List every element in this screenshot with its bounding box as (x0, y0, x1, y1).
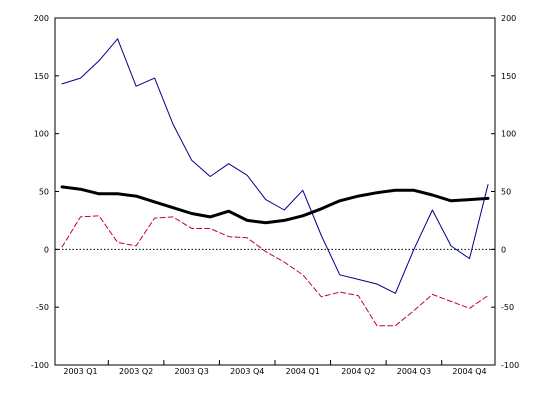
y-tick-label-right: 100 (501, 130, 516, 139)
series-line-3 (61, 215, 489, 327)
y-tick-label-right: 50 (501, 188, 511, 197)
x-tick-label: 2003 Q3 (175, 367, 209, 376)
y-tick-label-right: 0 (501, 245, 506, 254)
x-tick-label: 2003 Q4 (230, 367, 264, 376)
x-tick-label: 2004 Q2 (341, 367, 375, 376)
series-line-2 (60, 185, 490, 225)
y-tick-label-left: -100 (31, 361, 49, 370)
x-tick-label: 2004 Q1 (286, 367, 320, 376)
y-tick-label-left: 50 (39, 188, 49, 197)
left-axis: -100 -50 0 50 100 150 200 (31, 14, 59, 370)
y-tick-label-left: 0 (44, 245, 49, 254)
y-tick-label-right: -100 (501, 361, 519, 370)
x-tick-label: 2003 Q2 (119, 367, 153, 376)
y-tick-label-left: 100 (34, 130, 49, 139)
y-tick-label-right: 200 (501, 14, 516, 23)
y-tick-label-left: 150 (34, 72, 49, 81)
x-tick-label: 2003 Q1 (63, 367, 97, 376)
series-line-1 (61, 38, 489, 294)
y-tick-label-left: -50 (36, 303, 49, 312)
x-tick-label: 2004 Q4 (452, 367, 486, 376)
y-tick-label-right: 150 (501, 72, 516, 81)
y-tick-label-left: 200 (34, 14, 49, 23)
x-tick-label: 2004 Q3 (397, 367, 431, 376)
plot-area-frame (54, 17, 496, 366)
y-tick-label-right: -50 (501, 303, 514, 312)
x-axis: 2003 Q1 2003 Q2 2003 Q3 2003 Q4 2004 Q1 2004 … (63, 360, 487, 376)
series-layer (60, 38, 490, 327)
right-axis: -100 -50 0 50 100 150 200 (491, 14, 519, 370)
